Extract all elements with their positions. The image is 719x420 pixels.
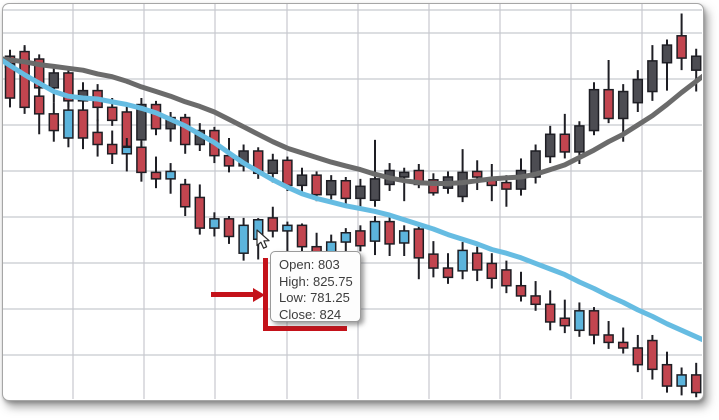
chart-panel [2,3,704,401]
series-1-candles [4,13,702,207]
tooltip-high-line: High: 825.75 [279,273,353,289]
annotation-bracket-vertical [263,258,268,330]
series-1-ma [3,56,702,186]
annotation-bracket-horizontal [263,326,347,331]
grid-lines [3,4,702,399]
tooltip-low-line: Low: 781.25 [279,290,350,305]
annotation-arrow-shaft [211,292,253,297]
plot-area [3,4,702,399]
mouse-cursor-icon [256,229,270,249]
tooltip-open-line: Open: 803 [279,257,340,272]
tooltip-close-line: Close: 824 [279,306,342,322]
series-2-ma [3,57,702,343]
annotation-arrow-icon [253,288,265,302]
series-2-candles [4,45,702,398]
ohlc-tooltip: Open: 803 High: 825.75 Low: 781.25 Close… [270,251,361,322]
